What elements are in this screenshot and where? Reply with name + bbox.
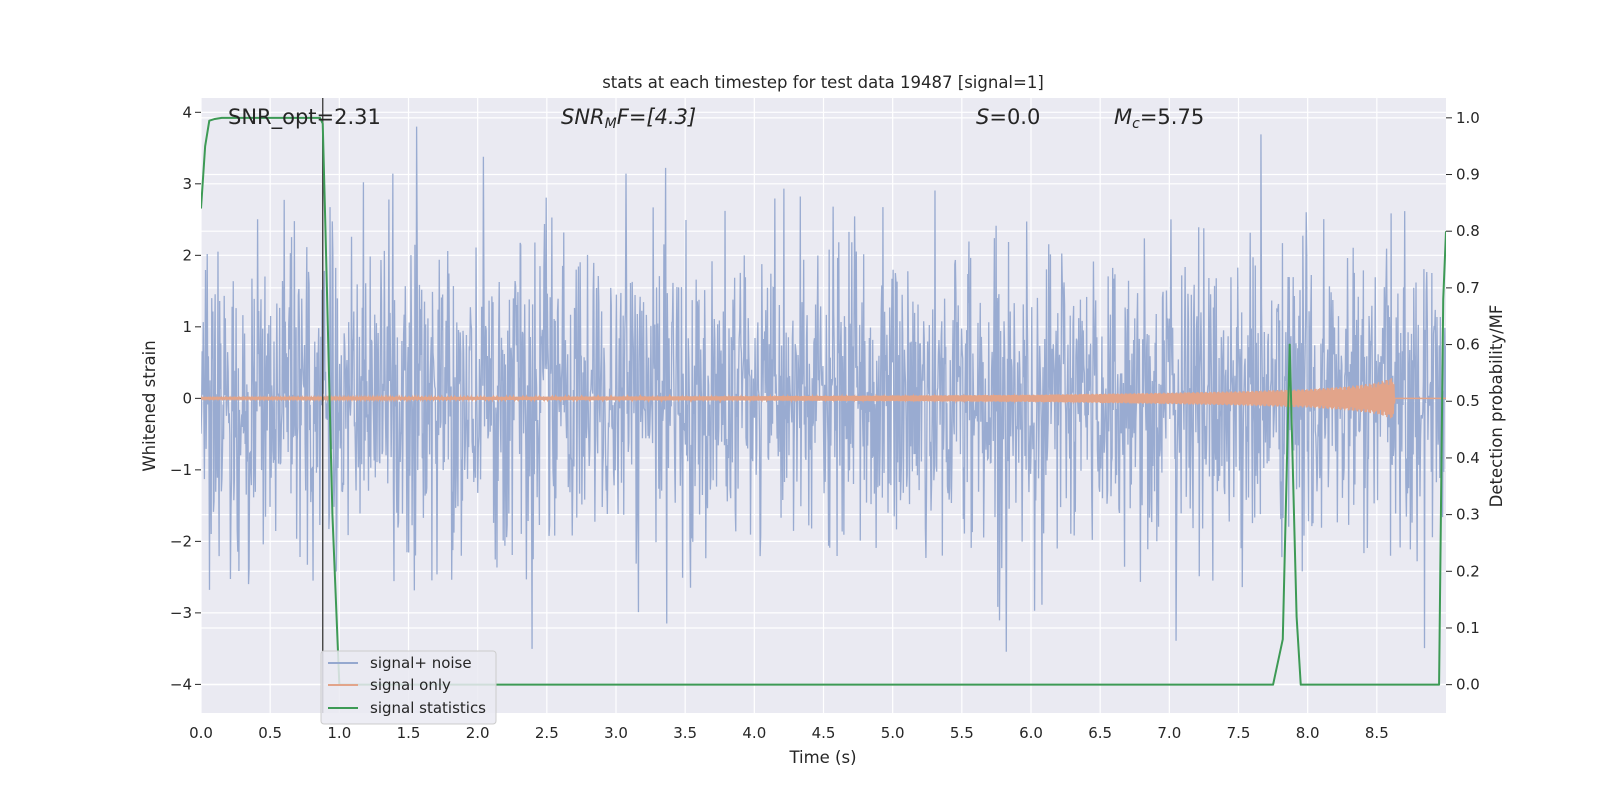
- y-tick-label: −2: [170, 532, 192, 550]
- y-tick-label: −3: [170, 604, 192, 622]
- series-signal-only: [201, 378, 1446, 419]
- x-tick-label: 0.5: [258, 724, 282, 742]
- line-signal-noise: [201, 126, 1446, 652]
- y2-tick-label: 0.3: [1456, 506, 1480, 524]
- y-tick-label: 0: [182, 389, 192, 407]
- x-tick-label: 5.5: [950, 724, 974, 742]
- y2-tick-label: 0.7: [1456, 279, 1480, 297]
- y-axis-left-ticks: 4 3 2 1 0 −1 −2 −3 −4: [170, 103, 201, 693]
- annotation-snr-opt: SNR_opt=2.31: [228, 105, 381, 130]
- x-tick-label: 3.0: [604, 724, 628, 742]
- x-tick-label: 6.5: [1088, 724, 1112, 742]
- annotation-mc-sub: c: [1132, 116, 1140, 132]
- chart-title: stats at each timestep for test data 194…: [602, 73, 1044, 92]
- y2-tick-label: 0.2: [1456, 562, 1480, 580]
- x-axis-ticks: 0.0 0.5 1.0 1.5 2.0 2.5 3.0 3.5 4.0 4.5 5.0 5.5 6.0 6…: [189, 724, 1389, 742]
- y2-tick-label: 0.6: [1456, 336, 1480, 354]
- x-tick-label: 2.0: [466, 724, 490, 742]
- annotation-snr-mf-main: SNR: [561, 105, 605, 129]
- y2-tick-label: 0.0: [1456, 676, 1480, 694]
- annotation-s-main: S: [976, 105, 989, 129]
- x-tick-label: 7.5: [1227, 724, 1251, 742]
- y-tick-label: 4: [182, 103, 192, 121]
- y-axis-right-ticks: 1.0 0.9 0.8 0.7 0.6 0.5 0.4 0.3 0.2 0.1 0.0: [1446, 109, 1480, 694]
- x-tick-label: 8.0: [1296, 724, 1320, 742]
- y-tick-label: −1: [170, 461, 192, 479]
- annotations: SNR_opt=2.31 SNRMF=[4.3] S=0.0 Mc=5.75: [228, 105, 1204, 132]
- y-tick-label: −4: [170, 675, 192, 693]
- x-tick-label: 5.0: [881, 724, 905, 742]
- x-tick-label: 8.5: [1365, 724, 1389, 742]
- legend-label-signal-statistics: signal statistics: [370, 699, 486, 717]
- legend-label-signal-noise: signal+ noise: [370, 654, 472, 672]
- y-axis-label-right: Detection probability/MF: [1487, 305, 1506, 508]
- annotation-mc-rest: =5.75: [1140, 105, 1204, 129]
- x-tick-label: 2.5: [535, 724, 559, 742]
- y2-tick-label: 0.1: [1456, 619, 1480, 637]
- y-tick-label: 1: [182, 318, 192, 336]
- y2-tick-label: 0.4: [1456, 449, 1480, 467]
- x-tick-label: 6.0: [1019, 724, 1043, 742]
- annotation-snr-mf-sub: M: [605, 116, 617, 132]
- annotation-snr-mf: SNRMF=[4.3]: [561, 105, 696, 132]
- x-tick-label: 0.0: [189, 724, 213, 742]
- x-tick-label: 4.0: [742, 724, 766, 742]
- legend-label-signal-only: signal only: [370, 676, 451, 694]
- x-tick-label: 3.5: [673, 724, 697, 742]
- legend: signal+ noise signal only signal statist…: [320, 650, 497, 725]
- series-signal-statistics: [201, 116, 1446, 686]
- x-tick-label: 1.0: [327, 724, 351, 742]
- annotation-s: S=0.0: [976, 105, 1040, 129]
- x-tick-label: 7.0: [1157, 724, 1181, 742]
- x-tick-label: 1.5: [397, 724, 421, 742]
- annotation-s-rest: =0.0: [989, 105, 1040, 129]
- annotation-snr-mf-rest: F=[4.3]: [617, 105, 696, 129]
- y-tick-label: 2: [182, 246, 192, 264]
- annotation-snr-opt-text: SNR_opt=2.31: [228, 105, 381, 130]
- line-signal-statistics: [201, 116, 1446, 686]
- annotation-mc: Mc=5.75: [1114, 105, 1204, 132]
- y2-tick-label: 1.0: [1456, 109, 1480, 127]
- y-axis-label-left: Whitened strain: [140, 340, 159, 471]
- x-tick-label: 4.5: [812, 724, 836, 742]
- y-tick-label: 3: [182, 175, 192, 193]
- x-axis-label: Time (s): [788, 748, 856, 767]
- y2-tick-label: 0.9: [1456, 166, 1480, 184]
- line-signal-only: [201, 378, 1446, 419]
- legend-box: [320, 650, 497, 725]
- y2-tick-label: 0.5: [1456, 392, 1480, 410]
- series-signal-noise: [201, 126, 1446, 652]
- annotation-mc-main: M: [1114, 105, 1132, 129]
- y2-tick-label: 0.8: [1456, 222, 1480, 240]
